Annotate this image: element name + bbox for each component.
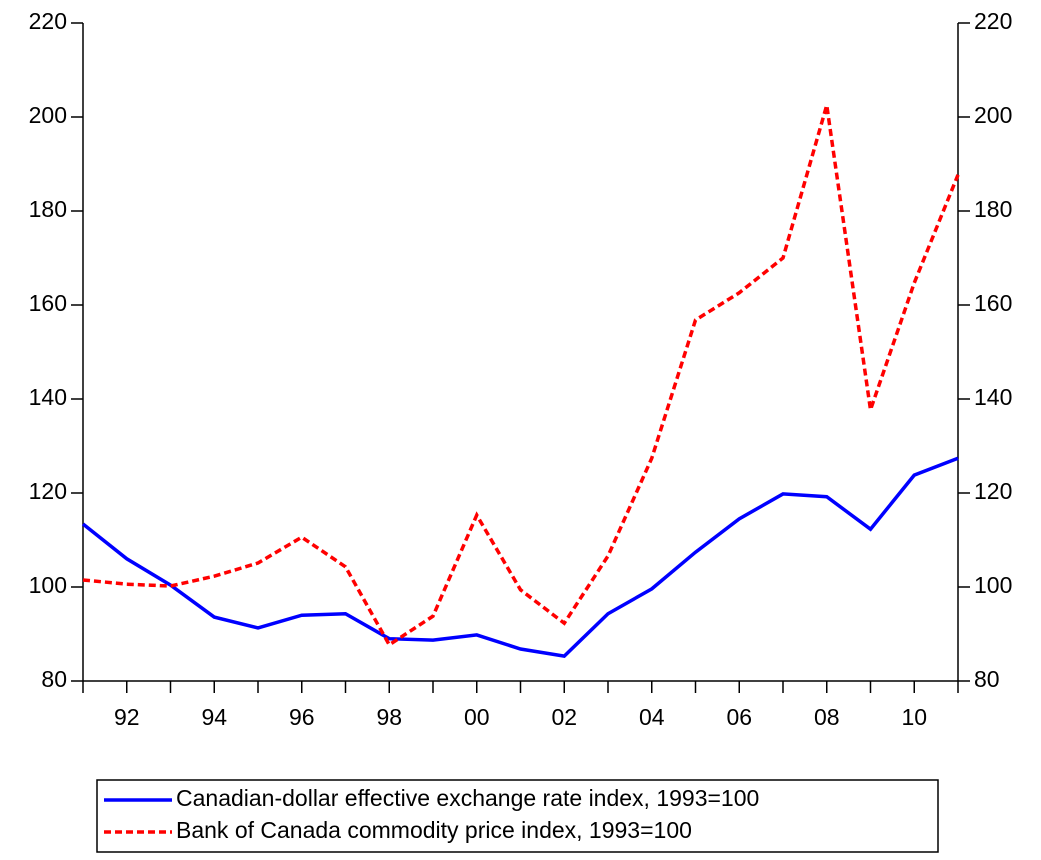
y-tick-label: 200 <box>29 102 67 128</box>
legend-label: Canadian-dollar effective exchange rate … <box>176 785 759 811</box>
legend-label: Bank of Canada commodity price index, 19… <box>176 817 692 843</box>
y-tick-label: 120 <box>29 478 67 504</box>
y-tick-label: 180 <box>29 196 67 222</box>
y2-tick-label: 200 <box>974 102 1012 128</box>
y2-tick-label: 160 <box>974 290 1012 316</box>
x-tick-label: 92 <box>114 704 140 730</box>
y-tick-label: 220 <box>29 8 67 34</box>
y2-tick-label: 120 <box>974 478 1012 504</box>
x-tick-label: 98 <box>376 704 402 730</box>
x-tick-label: 10 <box>901 704 927 730</box>
y2-tick-label: 220 <box>974 8 1012 34</box>
x-tick-label: 96 <box>289 704 315 730</box>
x-tick-label: 04 <box>639 704 665 730</box>
legend-box <box>96 779 939 853</box>
y2-tick-label: 80 <box>974 666 1000 692</box>
x-tick-label: 08 <box>814 704 840 730</box>
y2-tick-label: 140 <box>974 384 1012 410</box>
series-line <box>82 104 960 648</box>
y-tick-label: 160 <box>29 290 67 316</box>
y-tick-label: 100 <box>29 572 67 598</box>
y2-tick-label: 100 <box>974 572 1012 598</box>
x-tick-label: 06 <box>726 704 752 730</box>
y-tick-label: 140 <box>29 384 67 410</box>
series-line <box>81 456 959 658</box>
x-tick-label: 02 <box>551 704 577 730</box>
x-tick-label: 00 <box>464 704 490 730</box>
x-tick-label: 94 <box>201 704 227 730</box>
y-tick-label: 80 <box>41 666 67 692</box>
y2-tick-label: 180 <box>974 196 1012 222</box>
